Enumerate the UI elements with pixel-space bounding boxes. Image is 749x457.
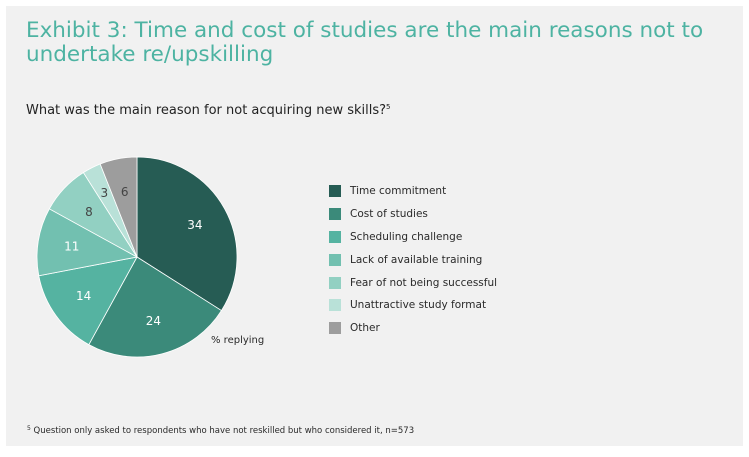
pie-value-label: 3 — [100, 186, 108, 200]
legend-swatch — [329, 276, 341, 289]
pie-value-label: 6 — [121, 185, 129, 199]
legend-item-unattractive-study-format: Unattractive study format — [329, 294, 497, 317]
legend-item-fear-of-not-being-successful: Fear of not being successful — [329, 271, 497, 294]
pie-slice-scheduling-challenge — [38, 256, 138, 346]
legend-label: Other — [350, 322, 380, 335]
pie-value-label: 11 — [64, 240, 79, 254]
legend-item-other: Other — [329, 317, 497, 340]
legend-label: Fear of not being successful — [350, 276, 498, 289]
exhibit-title: Exhibit 3: Time and cost of studies are … — [26, 18, 704, 67]
legend-label: Unattractive study format — [350, 299, 487, 312]
pie-slice-time-commitment — [136, 156, 238, 312]
chart-question: What was the main reason for not acquiri… — [26, 103, 391, 118]
legend-label: Time commitment — [350, 185, 447, 198]
pie-slice-lack-of-available-training — [36, 208, 139, 277]
unit-label: % replying — [211, 335, 265, 346]
legend-swatch — [329, 185, 341, 198]
legend-swatch — [329, 253, 341, 266]
legend-label: Scheduling challenge — [350, 230, 463, 243]
chart-legend: Time commitment Cost of studies Scheduling… — [329, 180, 497, 340]
pie-slice-cost-of-studies — [88, 256, 222, 358]
footnote-text: Question only asked to respondents who h… — [33, 426, 415, 436]
pie-value-label: 24 — [146, 314, 161, 328]
legend-item-time-commitment: Time commitment — [329, 180, 497, 203]
footnote-reference: 5 — [386, 103, 391, 111]
legend-label: Lack of available training — [350, 253, 483, 266]
pie-value-label: 8 — [85, 205, 93, 219]
legend-item-lack-of-available-training: Lack of available training — [329, 248, 497, 271]
pie-slice-other — [99, 156, 138, 258]
pie-value-label: 34 — [187, 218, 202, 232]
footnote-mark: 5 — [27, 425, 31, 432]
legend-swatch — [329, 299, 341, 312]
chart-question-text: What was the main reason for not acquiri… — [26, 103, 387, 118]
legend-label: Cost of studies — [350, 208, 428, 221]
pie-value-label: 14 — [76, 289, 91, 303]
legend-swatch — [329, 230, 341, 243]
legend-item-scheduling-challenge: Scheduling challenge — [329, 226, 497, 249]
footnote: 5 Question only asked to respondents who… — [27, 425, 414, 436]
legend-item-cost-of-studies: Cost of studies — [329, 203, 497, 226]
legend-swatch — [329, 322, 341, 335]
legend-swatch — [329, 208, 341, 221]
